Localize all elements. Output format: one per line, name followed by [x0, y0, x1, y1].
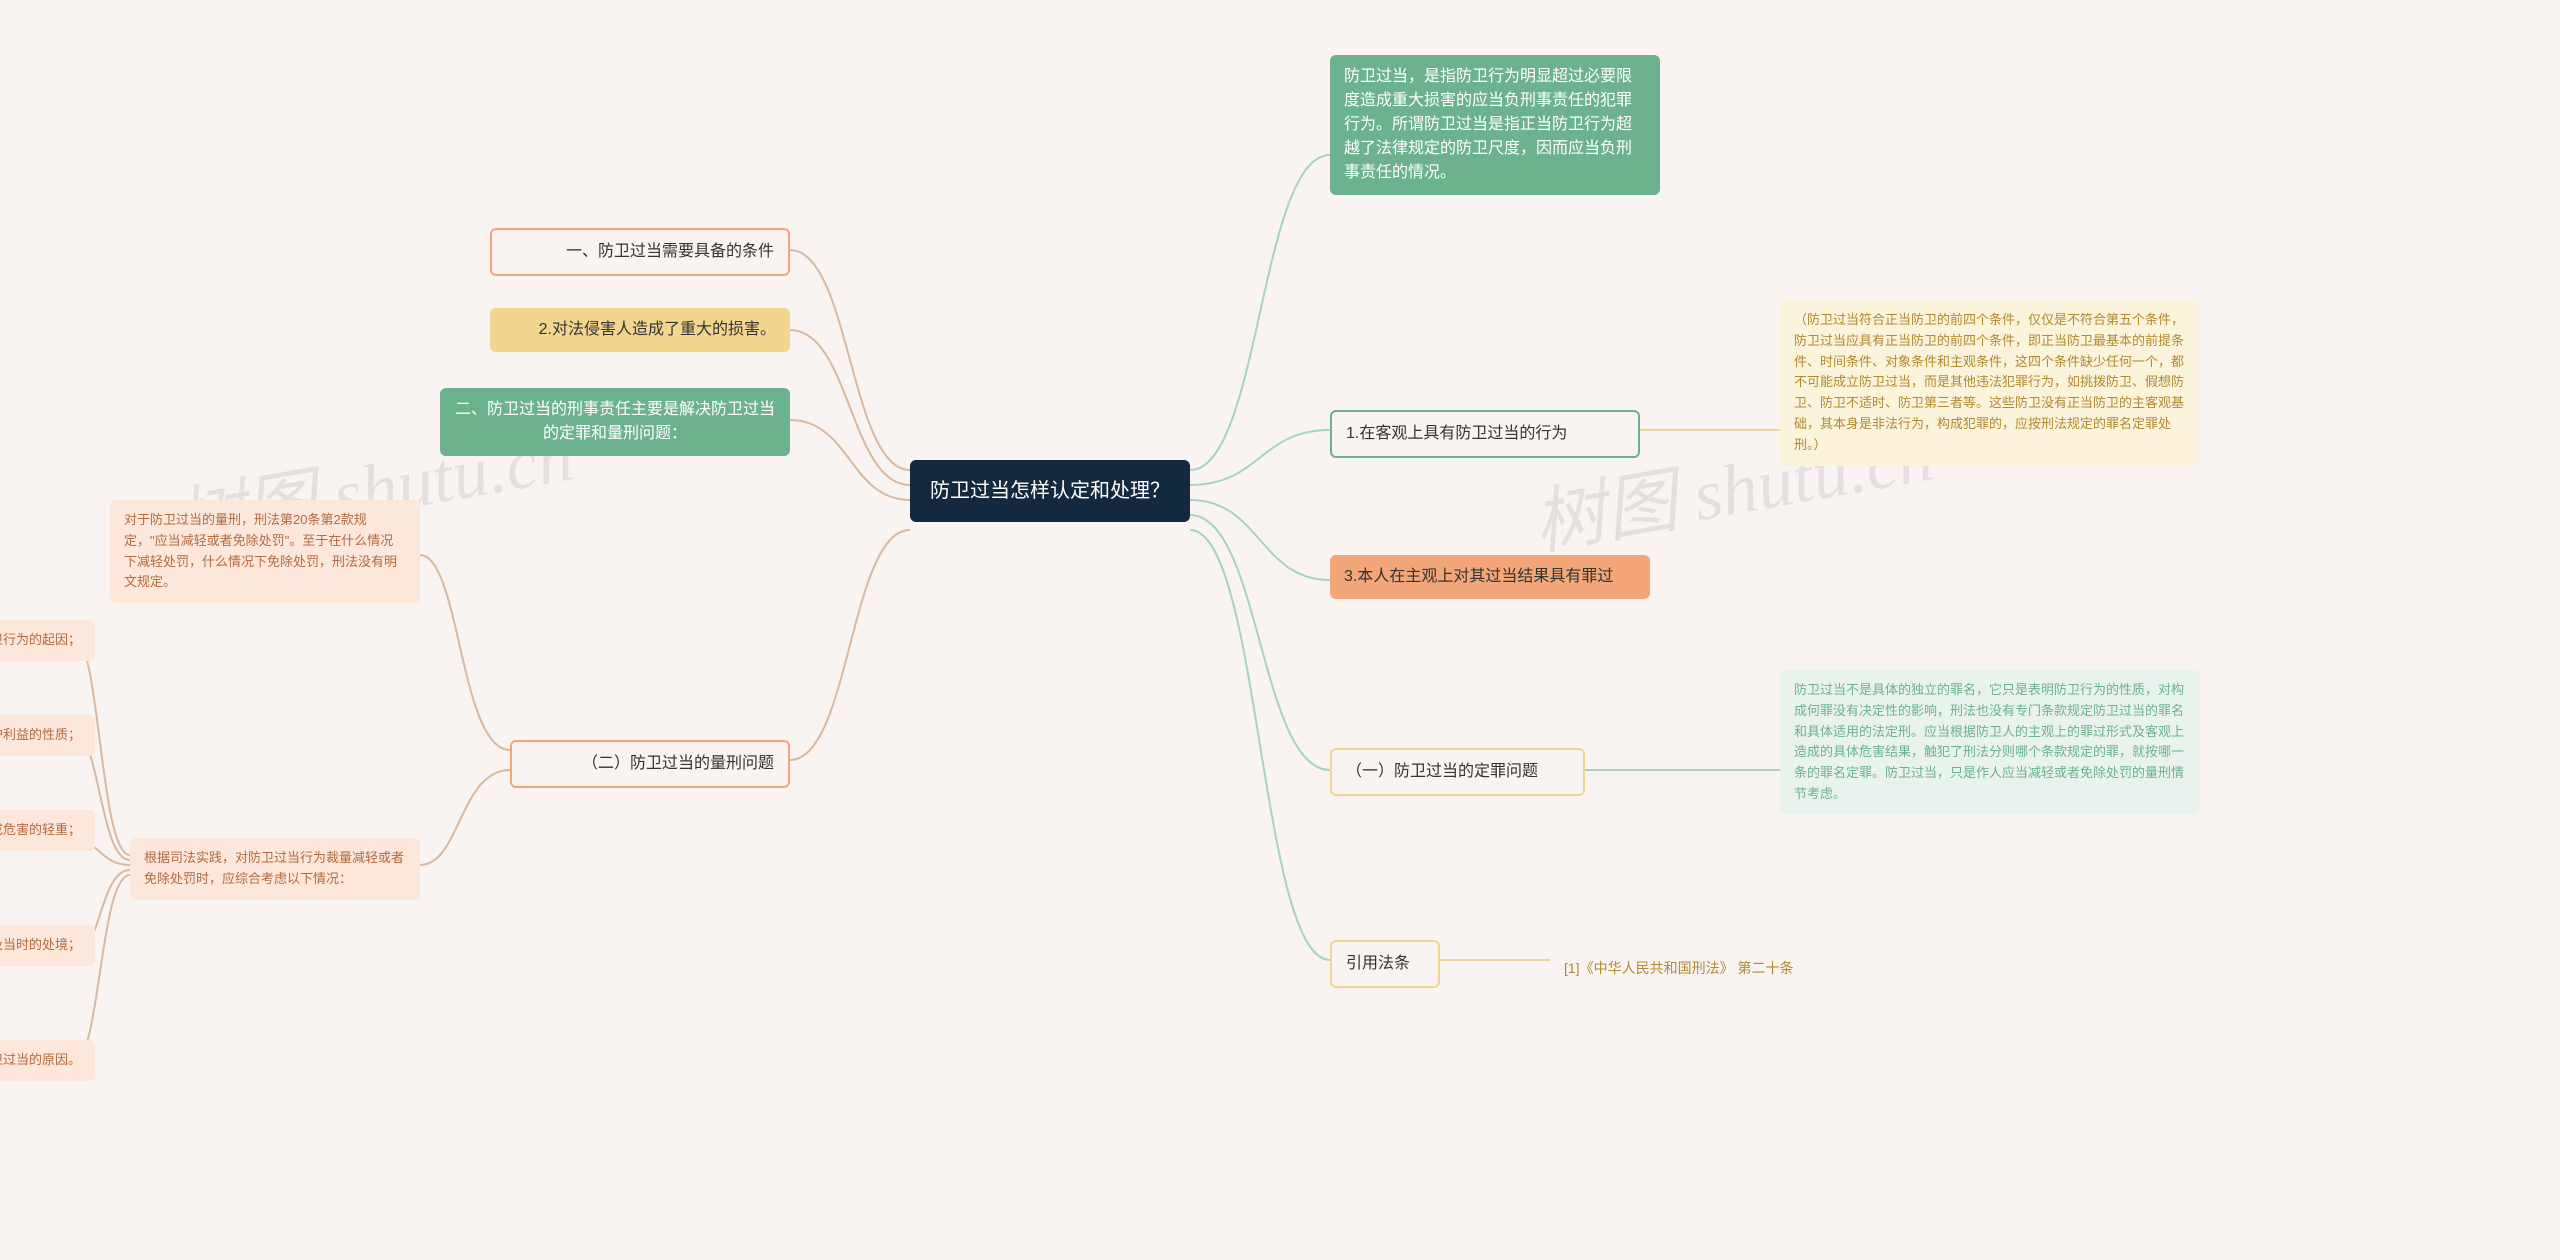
citation-title: 引用法条 [1346, 955, 1410, 972]
factor-3: （3）防卫过当所明显超过限度的程度及造成危害的轻重； [0, 810, 95, 851]
sentencing-practice-text: 根据司法实践，对防卫过当行为裁量减轻或者免除处罚时，应综合考虑以下情况： [144, 850, 404, 886]
citation-text: [1]《中华人民共和国刑法》 第二十条 [1564, 960, 1793, 976]
right-item1: 1.在客观上具有防卫过当的行为 [1330, 410, 1640, 458]
factor-2-text: （2）防卫所保护利益的性质； [0, 727, 81, 742]
right-item1-title: 1.在客观上具有防卫过当的行为 [1346, 425, 1567, 442]
factor-5-text: （5）造成防卫过当的原因。 [0, 1052, 81, 1067]
sentencing-box: （二）防卫过当的量刑问题 [510, 740, 790, 788]
factor-5: （5）造成防卫过当的原因。 [0, 1040, 95, 1081]
factor-2: （2）防卫所保护利益的性质； [0, 715, 95, 756]
definition-text: 防卫过当，是指防卫行为明显超过必要限度造成重大损害的应当负刑事责任的犯罪行为。所… [1344, 68, 1632, 181]
citation-box: 引用法条 [1330, 940, 1440, 988]
factor-1: （1）防卫行为的起因； [0, 620, 95, 661]
center-title: 防卫过当怎样认定和处理？ [930, 480, 1170, 502]
conviction-box: （一）防卫过当的定罪问题 [1330, 748, 1585, 796]
conviction-detail-text: 防卫过当不是具体的独立的罪名，它只是表明防卫行为的性质，对构成何罪没有决定性的影… [1794, 682, 2184, 801]
conviction-detail: 防卫过当不是具体的独立的罪名，它只是表明防卫行为的性质，对构成何罪没有决定性的影… [1780, 670, 2200, 815]
factor-4-text: （4）防卫人主观上的罪过形式及当时的处境； [0, 937, 81, 952]
right-item1-detail: （防卫过当符合正当防卫的前四个条件，仅仅是不符合第五个条件，防卫过当应具有正当防… [1780, 300, 2200, 466]
right-item3: 3.本人在主观上对其过当结果具有罪过 [1330, 555, 1650, 599]
sentencing-rule-text: 对于防卫过当的量刑，刑法第20条第2款规定，"应当减轻或者免除处罚"。至于在什么… [124, 512, 397, 589]
section2-title: 二、防卫过当的刑事责任主要是解决防卫过当的定罪和量刑问题： [455, 401, 775, 442]
conviction-title: （一）防卫过当的定罪问题 [1346, 763, 1538, 780]
right-item1-detail-text: （防卫过当符合正当防卫的前四个条件，仅仅是不符合第五个条件，防卫过当应具有正当防… [1794, 312, 2184, 452]
section1-box: 一、防卫过当需要具备的条件 [490, 228, 790, 276]
center-topic: 防卫过当怎样认定和处理？ [910, 460, 1190, 522]
sentencing-practice: 根据司法实践，对防卫过当行为裁量减轻或者免除处罚时，应综合考虑以下情况： [130, 838, 420, 900]
citation-text-box: [1]《中华人民共和国刑法》 第二十条 [1550, 948, 1807, 989]
left-item2: 2.对法侵害人造成了重大的损害。 [490, 308, 790, 352]
factor-1-text: （1）防卫行为的起因； [0, 632, 81, 647]
right-item3-title: 3.本人在主观上对其过当结果具有罪过 [1344, 568, 1613, 585]
factor-3-text: （3）防卫过当所明显超过限度的程度及造成危害的轻重； [0, 822, 81, 837]
sentencing-title: （二）防卫过当的量刑问题 [582, 755, 774, 772]
section1-title: 一、防卫过当需要具备的条件 [566, 243, 774, 260]
definition-box: 防卫过当，是指防卫行为明显超过必要限度造成重大损害的应当负刑事责任的犯罪行为。所… [1330, 55, 1660, 195]
connector-lines [0, 0, 2560, 1260]
left-item2-title: 2.对法侵害人造成了重大的损害。 [539, 321, 776, 338]
section2-box: 二、防卫过当的刑事责任主要是解决防卫过当的定罪和量刑问题： [440, 388, 790, 456]
sentencing-rule: 对于防卫过当的量刑，刑法第20条第2款规定，"应当减轻或者免除处罚"。至于在什么… [110, 500, 420, 603]
factor-4: （4）防卫人主观上的罪过形式及当时的处境； [0, 925, 95, 966]
